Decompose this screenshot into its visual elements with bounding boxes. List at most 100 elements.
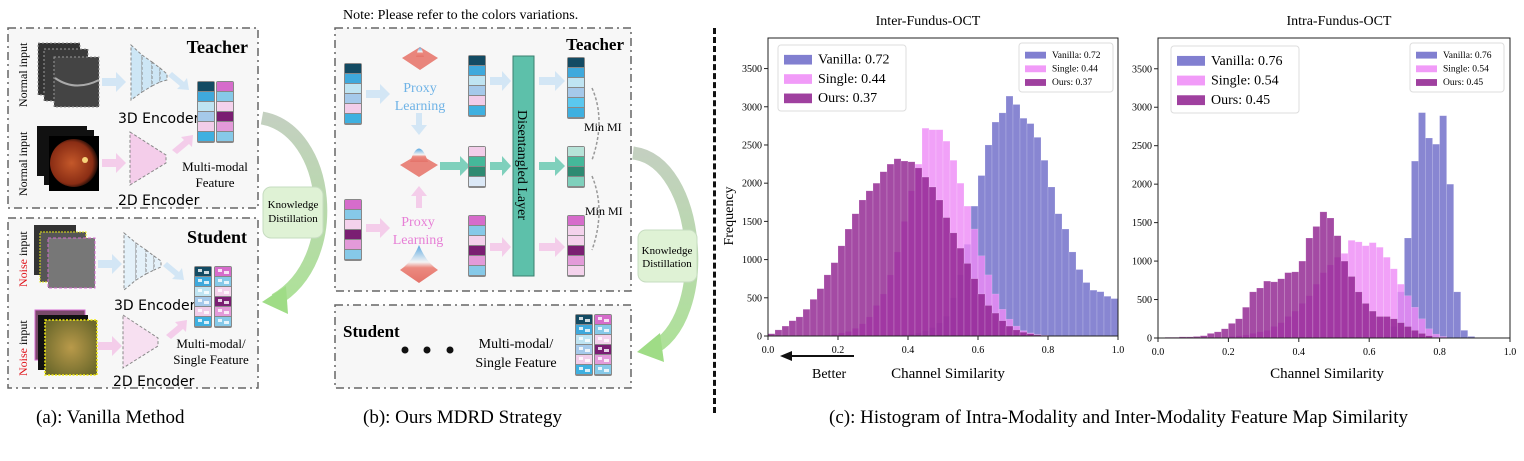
min-mi-link [591, 175, 600, 251]
feature-cell [469, 66, 485, 75]
histogram-bar [1235, 318, 1243, 339]
min-mi-label: Min MI [585, 204, 623, 218]
histogram-bar [1404, 326, 1412, 339]
feature-cell [469, 216, 485, 225]
feature-cell [469, 56, 485, 65]
arrow-icon [366, 218, 390, 238]
noise-patch [598, 337, 602, 340]
histogram-bar [1019, 331, 1028, 337]
noise-patch [579, 327, 583, 330]
fundus-input-feature [344, 199, 362, 261]
histogram-bar [1460, 330, 1469, 339]
feature-cell [217, 112, 233, 121]
feature-cell [568, 98, 584, 107]
y-tick-label: 3500 [1132, 64, 1152, 75]
svg-text:Distillation: Distillation [268, 213, 318, 225]
legend-swatch [784, 54, 812, 65]
histogram-bar [1340, 260, 1349, 339]
student-fundus-feature [594, 314, 612, 376]
histogram-bar [1075, 269, 1084, 337]
y-tick-label: 2500 [742, 140, 762, 151]
feature-cell [568, 78, 584, 87]
feature-cell [576, 345, 592, 354]
student-fundus-feature [214, 266, 232, 328]
noise-patch [579, 347, 583, 350]
shared-proxy-feature [468, 146, 486, 188]
feature-cell [345, 74, 361, 83]
chart-title: Inter-Fundus-OCT [876, 14, 981, 29]
min-mi-label: Min MI [584, 120, 622, 134]
legend-entry: Vanilla: 0.76 [1443, 51, 1492, 61]
feature-cell [568, 246, 584, 255]
arrow-icon [163, 262, 184, 280]
histogram-bar [907, 161, 916, 337]
y-tick-label: 2500 [1132, 141, 1152, 152]
histogram-bar [942, 217, 951, 337]
feature-cell [595, 335, 611, 344]
noise-patch [579, 357, 583, 360]
histogram-bar [935, 199, 944, 337]
noise-patch [198, 319, 202, 322]
arrow-icon [98, 336, 122, 356]
note-text: Note: Please refer to the colors variati… [343, 8, 578, 23]
histogram-bar [949, 232, 958, 337]
arrow-icon [490, 156, 511, 176]
3d-encoder-label: 3D Encoder [118, 111, 200, 127]
y-tick-label: 1000 [1132, 257, 1152, 268]
oct-proxy-feature [468, 55, 486, 117]
histogram-bar [802, 309, 811, 337]
feature-cell [217, 132, 233, 141]
histogram-bar [879, 171, 888, 337]
histogram-bar [1005, 95, 1014, 337]
fundus-disentangled-feature [567, 215, 585, 277]
disentangled-layer: Disentangled Layer [512, 55, 535, 277]
panel-a-caption: (a): Vanilla Method [36, 407, 185, 428]
method-diagram: Teacher Normal input Normal input 3D Enc… [7, 8, 699, 428]
noise-patch [218, 289, 222, 292]
y-axis-label: Frequency [722, 186, 737, 245]
y-tick-label: 1000 [742, 255, 762, 266]
histogram-bar [1061, 228, 1070, 337]
feature-cell [215, 307, 231, 316]
mdrd-student-box: Student Multi-modal/ Single Feature [334, 304, 632, 389]
legend-swatch [784, 93, 812, 104]
arrow-icon [440, 156, 470, 176]
proxy-distribution-peak-icon [400, 245, 438, 283]
feature-cell [198, 132, 214, 141]
histogram-bar [1284, 272, 1293, 339]
histogram-bar [1026, 123, 1035, 337]
feature-cell [469, 157, 485, 166]
3d-encoder-label: 3D Encoder [114, 298, 196, 314]
noise-patch [598, 357, 602, 360]
noise-patch [598, 347, 602, 350]
histogram-bar [830, 262, 839, 337]
feature-cell [469, 76, 485, 85]
min-mi-link [591, 87, 600, 161]
y-tick-label: 3000 [1132, 103, 1152, 114]
histogram-bar [1418, 333, 1426, 339]
legend-entry: Ours: 0.45 [1211, 93, 1270, 108]
arrow-icon [411, 186, 427, 208]
histogram-bar [1375, 316, 1384, 339]
histogram-bar [1221, 328, 1229, 339]
histogram-bar [1214, 331, 1222, 339]
x-tick-label: 1.0 [1504, 347, 1517, 358]
feature-cell [568, 58, 584, 67]
feature-cell [345, 200, 361, 209]
feature-cell [568, 108, 584, 117]
feature-cell [215, 287, 231, 296]
legend-entry: Ours: 0.37 [818, 91, 877, 106]
legend-entry: Vanilla: 0.72 [818, 53, 890, 68]
noisy-oct-image-stack [34, 225, 96, 289]
y-tick-label: 2000 [742, 179, 762, 190]
feature-cell [568, 236, 584, 245]
noise-patch [224, 271, 229, 274]
intra-fundus-oct-histogram: 0.0 0.2 0.4 0.6 0.8 1.0 0 500 1000 1500 2000 2500 30… [1132, 37, 1517, 358]
panel-divider [713, 28, 716, 413]
x-tick-label: 0.0 [762, 345, 775, 356]
y-tick-label: 0 [1147, 334, 1152, 345]
histogram-bar [998, 112, 1007, 337]
feature-cell [198, 82, 214, 91]
noise-patch [224, 321, 229, 324]
noise-patch [198, 309, 202, 312]
